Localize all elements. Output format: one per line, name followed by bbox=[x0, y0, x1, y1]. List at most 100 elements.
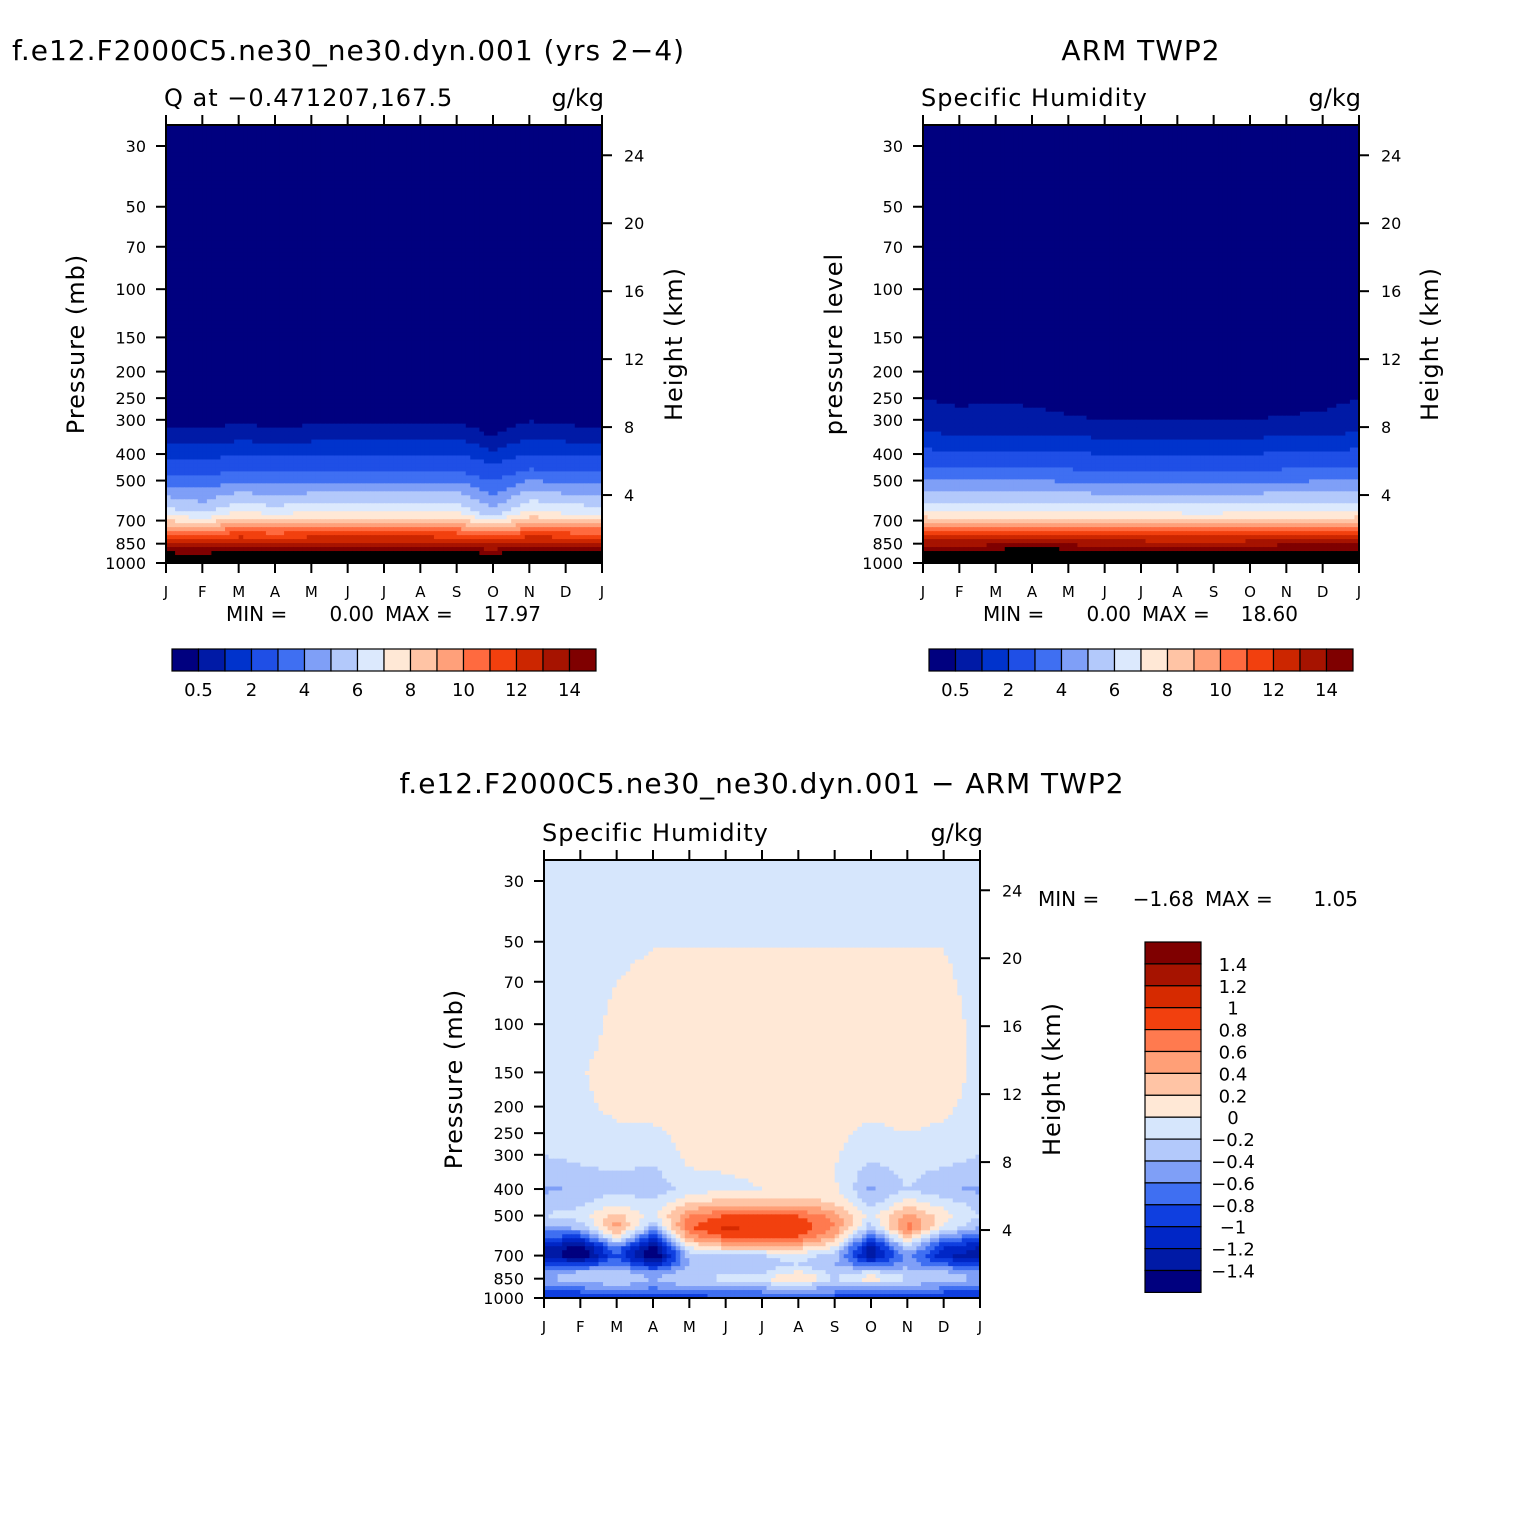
model-cell bbox=[433, 264, 440, 269]
model-cell bbox=[352, 236, 358, 242]
model-cell bbox=[170, 164, 176, 170]
model-cell bbox=[206, 272, 213, 277]
model-cell bbox=[170, 188, 176, 194]
model-cell bbox=[515, 276, 521, 281]
model-cell bbox=[547, 256, 553, 261]
model-cell bbox=[579, 324, 585, 329]
model-cell bbox=[238, 164, 244, 170]
model-cell bbox=[465, 292, 471, 297]
model-cell bbox=[343, 125, 349, 130]
model-cell bbox=[261, 276, 267, 281]
model-cell bbox=[302, 260, 308, 265]
model-cell bbox=[415, 220, 421, 226]
model-cell bbox=[570, 176, 576, 182]
model-cell bbox=[574, 128, 580, 134]
model-cell bbox=[188, 240, 194, 246]
model-cell bbox=[443, 252, 449, 257]
model-cell bbox=[561, 188, 567, 194]
model-cell bbox=[365, 188, 371, 194]
model-cell bbox=[225, 136, 231, 142]
model-cell bbox=[229, 152, 235, 158]
model-cell bbox=[247, 296, 253, 301]
model-cell bbox=[215, 308, 222, 313]
model-cell bbox=[265, 280, 272, 285]
model-cell bbox=[329, 288, 335, 293]
model-cell bbox=[415, 148, 421, 154]
model-cell bbox=[533, 236, 540, 242]
model-cell bbox=[279, 324, 285, 329]
model-cell bbox=[393, 260, 399, 265]
model-cell bbox=[533, 312, 540, 317]
model-cell bbox=[215, 196, 222, 202]
model-cell bbox=[356, 136, 362, 142]
model-cell bbox=[393, 196, 399, 202]
model-cell bbox=[365, 204, 371, 210]
model-cell bbox=[247, 244, 253, 250]
model-cell bbox=[438, 296, 444, 301]
model-cell bbox=[556, 180, 562, 186]
model-cell bbox=[374, 308, 381, 313]
model-cell bbox=[411, 152, 417, 158]
model-cell bbox=[579, 156, 585, 162]
model-cell bbox=[279, 168, 285, 174]
model-cell bbox=[397, 168, 403, 174]
model-cell bbox=[320, 232, 326, 238]
model-cell bbox=[252, 284, 258, 289]
model-cell bbox=[356, 172, 362, 178]
model-cell bbox=[597, 308, 602, 313]
model-cell bbox=[533, 180, 540, 186]
model-cell bbox=[511, 164, 517, 170]
model-cell bbox=[533, 136, 540, 142]
model-cell bbox=[329, 320, 335, 325]
model-cell bbox=[384, 316, 390, 321]
model-cell bbox=[583, 188, 589, 194]
model-cell bbox=[538, 316, 544, 321]
model-cell bbox=[479, 168, 485, 174]
model-cell bbox=[238, 236, 244, 242]
model-cell bbox=[415, 160, 421, 166]
model-cell bbox=[433, 268, 440, 273]
model-cell bbox=[388, 184, 394, 190]
model-cell bbox=[520, 264, 526, 269]
model-cell bbox=[574, 156, 580, 162]
model-cell bbox=[297, 320, 303, 325]
model-cell bbox=[565, 296, 571, 301]
model-cell bbox=[247, 320, 253, 325]
model-cell bbox=[406, 308, 412, 313]
model-cell bbox=[179, 304, 185, 309]
model-cell bbox=[261, 320, 267, 325]
model-cell bbox=[483, 200, 490, 206]
model-cell bbox=[211, 160, 217, 166]
model-cell bbox=[206, 292, 213, 297]
model-cell bbox=[261, 312, 267, 317]
model-cell bbox=[502, 220, 508, 226]
model-cell bbox=[533, 125, 540, 130]
model-cell bbox=[225, 320, 231, 325]
model-cell bbox=[529, 152, 535, 158]
model-cell bbox=[497, 244, 503, 250]
model-cell bbox=[556, 220, 562, 226]
model-cell bbox=[520, 236, 526, 242]
model-cell bbox=[461, 240, 467, 246]
model-cell bbox=[311, 136, 317, 142]
model-cell bbox=[384, 200, 390, 206]
model-cell bbox=[542, 228, 549, 234]
model-cell bbox=[252, 204, 258, 210]
model-cell bbox=[275, 200, 281, 206]
model-cell bbox=[302, 192, 308, 198]
model-cell bbox=[384, 216, 390, 222]
model-cell bbox=[166, 232, 172, 238]
model-cell bbox=[561, 164, 567, 170]
model-cell bbox=[215, 200, 222, 206]
model-cell bbox=[206, 160, 213, 166]
model-cell bbox=[497, 148, 503, 154]
model-cell bbox=[343, 260, 349, 265]
model-cell bbox=[542, 216, 549, 222]
model-cell bbox=[515, 208, 521, 214]
model-cell bbox=[356, 212, 362, 218]
model-cell bbox=[520, 296, 526, 301]
model-cell bbox=[243, 312, 249, 317]
model-cell bbox=[347, 296, 353, 301]
model-cell bbox=[170, 216, 176, 222]
model-cell bbox=[270, 328, 276, 333]
